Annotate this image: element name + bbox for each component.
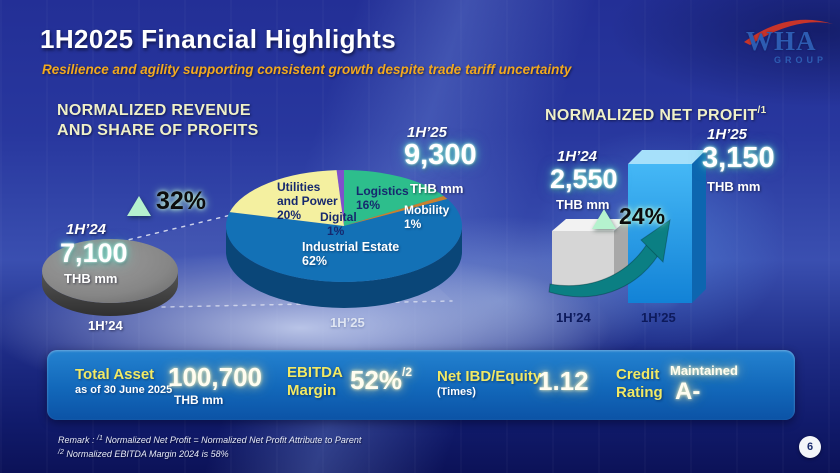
credit-rating-label: Credit Rating [616, 366, 663, 401]
revenue-heading-line2: AND SHARE OF PROFITS [57, 122, 259, 139]
ebitda-footnote: /2 [402, 365, 413, 379]
pie-segment-mobility [344, 195, 448, 226]
growth-triangle-icon-net-profit [592, 209, 616, 229]
curr-bar-top [628, 150, 706, 164]
pie-segment-logistics [344, 170, 444, 226]
net-profit-prev-unit: THB mm [556, 197, 610, 212]
wha-group-logo: WHA GROUP [740, 12, 836, 70]
prev-cube-front [552, 231, 614, 288]
curr-bar-side [692, 150, 706, 303]
ibd-label-block: Net IBD/Equity (Times) [437, 368, 541, 398]
remark-line2: /2 Normalized EBITDA Margin 2024 is 58% [58, 448, 229, 459]
net-profit-prev-period: 1H’24 [557, 148, 598, 165]
revenue-curr-axis-label: 1H’25 [330, 315, 365, 330]
revenue-curr-unit: THB mm [410, 181, 464, 196]
credit-maintained: Maintained [670, 363, 738, 378]
credit-rating-value: A- [675, 378, 701, 405]
pie-label-industrial-estate: Industrial Estate 62% [302, 240, 400, 268]
revenue-prev-axis-label: 1H’24 [88, 318, 123, 333]
revenue-curr-period: 1H’25 [407, 124, 448, 141]
key-stats-bar: Total Asset as of 30 June 2025 100,700 T… [47, 350, 795, 420]
disc-side [42, 271, 178, 316]
ebitda-value-block: 52%/2 [350, 365, 412, 396]
logo-sub-text: GROUP [774, 55, 828, 65]
ebitda-label: EBITDA Margin [287, 364, 343, 399]
ibd-value: 1.12 [538, 366, 589, 396]
net-profit-heading-footnote: /1 [757, 105, 767, 116]
net-profit-section-heading: NORMALIZED NET PROFIT/1 [545, 101, 766, 126]
revenue-prev-value: 7,100 [60, 238, 128, 268]
revenue-prev-unit: THB mm [64, 271, 118, 286]
revenue-section-heading: NORMALIZED REVENUE AND SHARE OF PROFITS [57, 101, 259, 141]
page-title: 1H2025 Financial Highlights [40, 24, 397, 54]
revenue-share-pie-chart [226, 170, 462, 308]
page-subtitle: Resilience and agility supporting consis… [42, 62, 572, 77]
credit-rating-value-block: Maintained A- [670, 363, 738, 406]
total-asset-label: Total Asset [75, 366, 155, 383]
logo-brand-text: WHA [746, 26, 817, 56]
net-profit-curr-unit: THB mm [707, 179, 761, 194]
revenue-curr-value: 9,300 [404, 139, 477, 171]
total-asset-subtitle: as of 30 June 2025 [75, 384, 173, 396]
revenue-heading-line1: NORMALIZED REVENUE [57, 102, 251, 119]
pie-segment-utilities-and-power [229, 170, 344, 226]
net-profit-curr-period: 1H’25 [707, 126, 748, 143]
disc-top [42, 239, 178, 303]
ibd-label: Net IBD/Equity [437, 368, 542, 385]
net-profit-curr-value: 3,150 [702, 142, 775, 174]
pie-label-mobility: Mobility 1% [404, 203, 450, 231]
growth-arrow-head [640, 218, 671, 264]
ibd-sub: (Times) [437, 386, 476, 398]
page-number-badge: 6 [799, 436, 821, 458]
pie-segment-industrial-estate [226, 199, 462, 282]
net-profit-curr-axis-label: 1H’25 [641, 310, 676, 325]
pie-label-logistics: Logistics 16% [356, 184, 409, 212]
pie-label-digital: Digital 1% [320, 210, 357, 238]
net-profit-prev-value: 2,550 [550, 164, 618, 194]
net-profit-heading-text: NORMALIZED NET PROFIT [545, 107, 758, 124]
revenue-prev-period: 1H’24 [66, 221, 107, 238]
pie-label-utilities: Utilities and Power 20% [277, 180, 338, 222]
total-asset-value-block: 100,700 THB mm [168, 362, 262, 407]
remark-footnotes: Remark : /1 Normalized Net Profit = Norm… [58, 433, 361, 460]
growth-triangle-icon-revenue [127, 196, 151, 216]
total-asset-unit: THB mm [174, 393, 224, 407]
pie-segment-digital [336, 170, 344, 226]
pie-depth [226, 226, 462, 308]
total-asset-value: 100,700 [168, 362, 262, 392]
net-profit-growth-pct: 24% [619, 203, 666, 229]
total-asset-group: Total Asset as of 30 June 2025 [75, 366, 172, 396]
remark-line1: Remark : /1 Normalized Net Profit = Norm… [58, 435, 362, 445]
ebitda-value: 52% [350, 365, 403, 395]
logo-swoosh-icon [744, 19, 833, 45]
net-profit-prev-axis-label: 1H’24 [556, 310, 591, 325]
revenue-prev-disc [42, 239, 178, 316]
revenue-growth-pct: 32% [156, 187, 207, 215]
